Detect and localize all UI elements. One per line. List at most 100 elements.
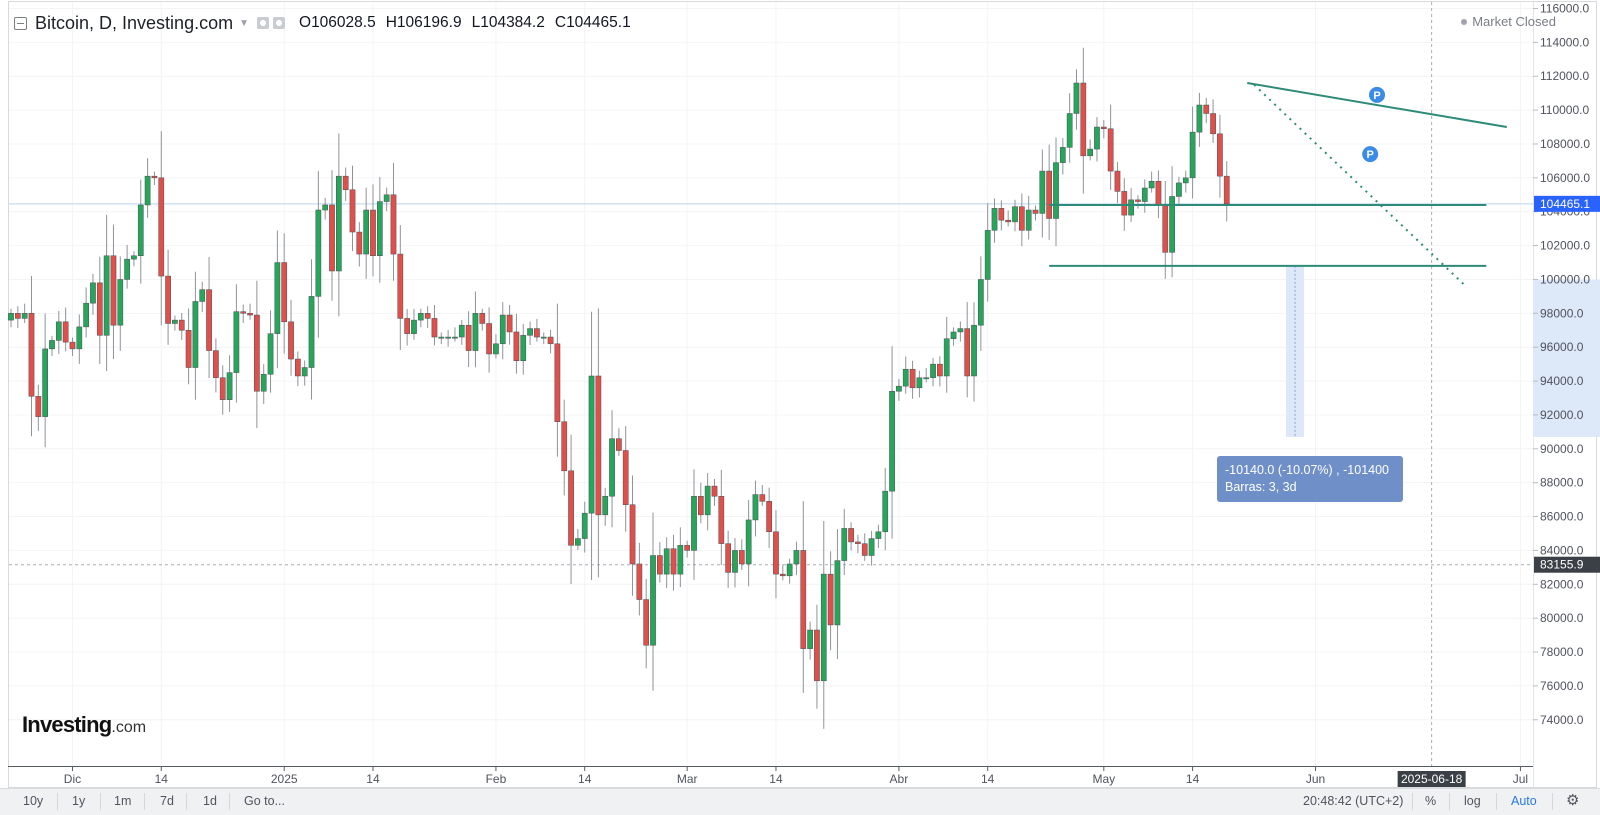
candle-up <box>786 563 793 577</box>
candle-down <box>909 368 916 389</box>
candle-up <box>199 289 206 302</box>
price-axis[interactable]: 74000.0 76000.0 78000.0 80000.0 82000.0 84000… <box>1533 2 1600 727</box>
candle-up <box>1073 82 1080 114</box>
candle-up <box>1039 170 1046 214</box>
candle-down <box>643 599 650 646</box>
candle-down <box>1018 206 1025 231</box>
candle-down <box>349 189 356 233</box>
candle-up <box>376 201 383 257</box>
candle-up <box>493 343 499 355</box>
chart-markers: PP <box>1362 86 1385 163</box>
candle-up <box>131 255 137 260</box>
candle-down <box>848 528 854 543</box>
range-1d-button[interactable]: 1d <box>203 794 217 808</box>
candle-down <box>356 231 363 255</box>
candle-up <box>991 208 998 231</box>
candle-up <box>540 336 547 339</box>
candle-down <box>738 550 745 565</box>
auto-scale-toggle[interactable]: Auto <box>1511 794 1537 808</box>
resistance-trendline[interactable] <box>1247 82 1507 129</box>
candle-up <box>882 490 889 533</box>
candle-down <box>247 313 253 316</box>
candle-up <box>1059 147 1066 163</box>
measure-tool <box>1286 265 1600 437</box>
divider <box>100 793 101 810</box>
eye-icon[interactable] <box>257 17 269 29</box>
candle-down <box>110 255 117 326</box>
gear-icon[interactable]: ⚙ <box>1566 792 1580 809</box>
candle-down <box>1155 180 1162 206</box>
y-tick-label: 78000.0 <box>1540 645 1584 659</box>
range-10y-button[interactable]: 10y <box>23 794 44 808</box>
candle-down <box>28 313 35 397</box>
candle-down <box>725 543 731 573</box>
candle-up <box>76 326 83 350</box>
candle-up <box>984 230 991 280</box>
candle-down <box>35 396 42 417</box>
range-1y-button[interactable]: 1y <box>72 794 86 808</box>
candle-down <box>773 531 779 575</box>
chart-frame <box>8 1 1597 788</box>
candle-up <box>793 550 800 565</box>
goto-button[interactable]: Go to... <box>244 794 285 808</box>
candle-down <box>711 485 718 497</box>
trendline-drawings[interactable] <box>1049 82 1507 287</box>
candle-down <box>937 363 943 377</box>
divider <box>1496 793 1497 810</box>
candle-up <box>315 209 322 297</box>
time-axis[interactable]: Dic 14 2025 14 Feb 14 Mar 14 Abr 14 May 14 Jun Jul 202… <box>64 766 1528 787</box>
candle-down <box>404 318 410 334</box>
candle-up <box>1025 209 1032 231</box>
candle-down <box>185 330 192 368</box>
x-tick-label: 14 <box>981 772 995 786</box>
collapse-legend-icon[interactable] <box>14 16 27 30</box>
marker-label: P <box>1366 149 1373 161</box>
candle-up <box>950 331 957 339</box>
crosshair-price-tag <box>1534 556 1600 573</box>
caret-down-icon[interactable]: ▼ <box>239 17 249 29</box>
last-price-label: 104465.1 <box>1540 197 1590 211</box>
candle-up <box>90 282 96 304</box>
candle-down <box>281 262 288 323</box>
settings-icon[interactable] <box>273 17 285 29</box>
candle-down <box>629 504 636 565</box>
candle-up <box>1094 126 1100 150</box>
candle-up <box>438 336 445 339</box>
candle-down <box>213 350 219 378</box>
candle-down <box>158 177 165 277</box>
range-7d-button[interactable]: 7d <box>160 794 174 808</box>
candle-up <box>581 512 588 539</box>
candle-up <box>499 314 506 345</box>
x-tick-label: 14 <box>769 772 783 786</box>
candle-down <box>513 331 520 361</box>
candle-up <box>1196 104 1203 133</box>
candle-down <box>240 311 247 314</box>
candle-down <box>1203 104 1210 114</box>
candle-down <box>206 289 212 351</box>
candle-down <box>855 541 861 544</box>
candle-up <box>55 321 62 341</box>
candle-up <box>417 313 424 321</box>
candle-down <box>670 548 677 575</box>
x-tick-label: Feb <box>486 772 507 786</box>
candle-down <box>342 175 349 190</box>
candle-down <box>295 358 301 377</box>
candle-down <box>1080 82 1087 157</box>
candles-layer <box>8 47 1230 729</box>
candle-up <box>732 550 738 573</box>
candle-down <box>1046 170 1053 219</box>
candle-up <box>8 313 14 321</box>
log-toggle[interactable]: log <box>1464 794 1481 808</box>
percent-toggle[interactable]: % <box>1425 794 1437 808</box>
candle-up <box>691 495 697 551</box>
logo-main: Investing <box>22 712 112 737</box>
candle-down <box>561 421 568 472</box>
y-tick-label: 80000.0 <box>1540 611 1584 625</box>
candle-up <box>575 538 581 546</box>
range-1m-button[interactable]: 1m <box>114 794 132 808</box>
y-tick-label: 98000.0 <box>1540 306 1584 320</box>
divider <box>229 793 230 810</box>
candle-down <box>718 495 725 544</box>
candle-up <box>411 319 417 334</box>
